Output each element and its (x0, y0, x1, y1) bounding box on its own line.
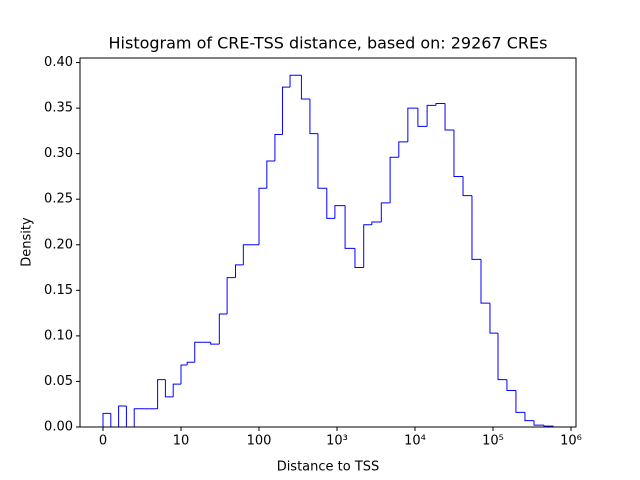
axes-frame (79, 57, 577, 428)
y-tick-label: 0.20 (44, 237, 73, 252)
histogram-bin (480, 259, 490, 304)
histogram-bin (102, 412, 111, 427)
histogram-bin (194, 341, 203, 363)
y-tick-label: 0.05 (44, 374, 73, 389)
histogram-bin (453, 129, 464, 177)
histogram-bin (242, 244, 252, 265)
histogram-bin (398, 141, 408, 158)
x-tick-label: 100 (247, 434, 272, 449)
x-tick-label: 0 (99, 434, 107, 449)
histogram-bin (180, 364, 188, 385)
histogram-bin (462, 176, 472, 197)
histogram-bin (164, 379, 174, 398)
x-tick-label: 10⁵ (482, 434, 504, 449)
plot-area (102, 74, 554, 428)
histogram-bin (354, 248, 364, 269)
histogram-bin (226, 277, 236, 315)
histogram-bin (506, 379, 516, 392)
histogram-bin (157, 379, 166, 409)
histogram-bin (380, 202, 391, 222)
x-tick-label: 10³ (326, 434, 348, 449)
histogram-bin (172, 383, 182, 397)
histogram-bin (235, 264, 244, 278)
y-tick-label: 0.40 (44, 55, 73, 70)
histogram-bin (435, 103, 446, 106)
histogram-bin (471, 195, 481, 260)
histogram-bin (363, 224, 372, 268)
y-axis-label: Density (20, 217, 35, 267)
x-tick-label: 10⁴ (404, 434, 426, 449)
histogram-bin (334, 205, 346, 219)
histogram-bin (371, 221, 382, 225)
histogram-bin (444, 103, 454, 131)
histogram-bin (133, 408, 143, 427)
histogram-bin (533, 420, 544, 426)
histogram-bin (300, 75, 310, 100)
histogram-bin (389, 156, 399, 203)
histogram-bin (344, 205, 355, 249)
histogram-bin (266, 160, 275, 189)
histogram-bin (118, 405, 127, 427)
x-tick-label: 10⁶ (560, 434, 582, 449)
histogram-bin (317, 133, 327, 189)
histogram-bin (426, 104, 437, 127)
y-tick-label: 0.35 (44, 101, 73, 116)
histogram-bin (417, 108, 428, 127)
histogram-bin (326, 188, 335, 219)
histogram-bin (210, 342, 220, 345)
y-tick-label: 0.25 (44, 192, 73, 207)
histogram-bin (289, 74, 302, 88)
histogram-bin (524, 412, 535, 422)
histogram-bin (186, 361, 195, 366)
y-tick-label: 0.30 (44, 146, 73, 161)
y-tick-label: 0.15 (44, 283, 73, 298)
x-axis-label: Distance to TSS (277, 460, 380, 475)
histogram-bin (497, 333, 507, 381)
histogram-bin (258, 187, 267, 245)
histogram-bin (274, 134, 283, 161)
histogram-bin (515, 390, 525, 413)
x-tick-label: 10 (173, 434, 190, 449)
histogram-bin (407, 107, 418, 142)
histogram-bin (281, 86, 291, 135)
chart-title: Histogram of CRE-TSS distance, based on:… (109, 34, 548, 53)
y-tick-label: 0.00 (44, 420, 73, 435)
y-tick-label: 0.10 (44, 328, 73, 343)
histogram-bin (489, 303, 499, 334)
histogram-bin (218, 313, 228, 345)
histogram-bin (309, 99, 318, 135)
